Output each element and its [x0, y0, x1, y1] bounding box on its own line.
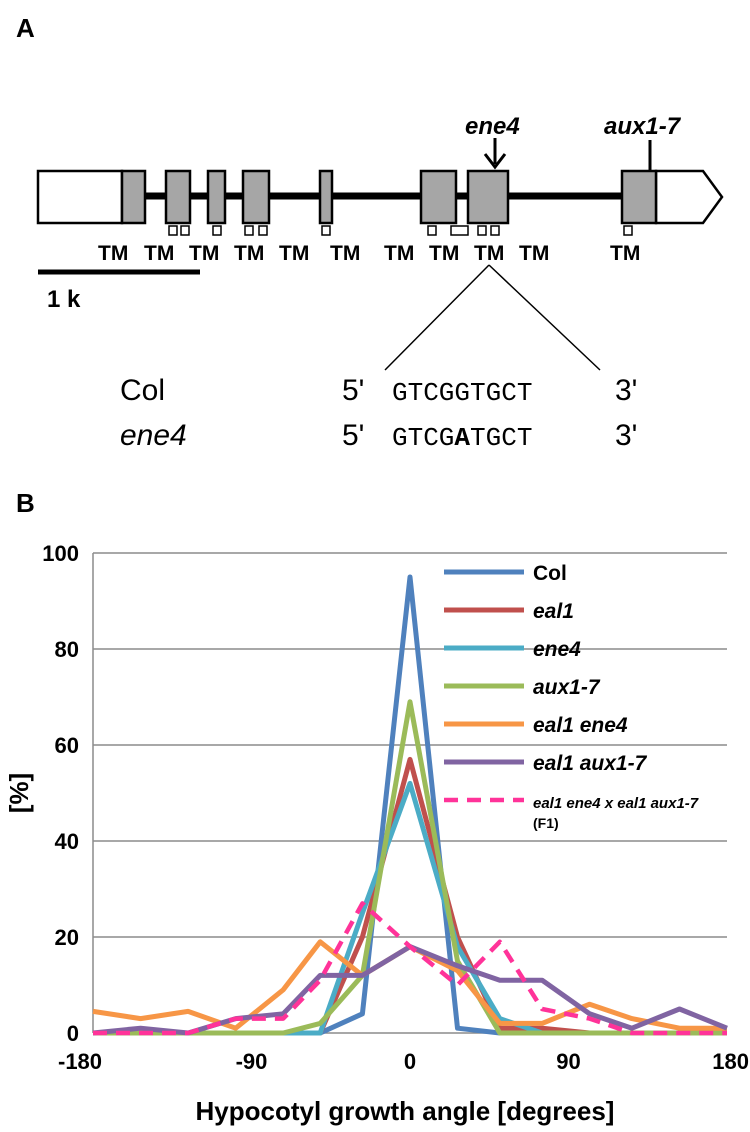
utr-5prime [36, 169, 124, 225]
exon-7 [466, 169, 510, 225]
panel-a-label: A [16, 13, 35, 43]
legend-label: eal1 [533, 600, 574, 623]
chart-grid [93, 552, 727, 938]
chart-series [92, 574, 728, 1036]
tm-label: TM [98, 242, 128, 265]
aux1-7-label: aux1-7 [604, 113, 682, 140]
mut-sequence: GTCGATGCT [392, 423, 532, 453]
y-tick-label: 0 [67, 1021, 79, 1046]
col-sequence: GTCGGTGCT [392, 378, 532, 408]
mut-five-prime: 5' [342, 419, 364, 452]
tm-label: TM [384, 242, 414, 265]
y-axis-label: [%] [4, 773, 34, 813]
exon-8 [620, 169, 658, 225]
panel-b-label: B [16, 488, 35, 518]
exon-6 [419, 169, 458, 225]
chart-ticks: 0 20 40 60 80 100 -180 -90 0 90 180 [42, 541, 749, 1074]
tm-labels: TM TM TM TM TM TM TM TM TM TM TM [98, 242, 640, 265]
exon-1 [120, 169, 147, 225]
tm-label: TM [144, 242, 174, 265]
x-tick-label: 180 [712, 1049, 749, 1074]
tm-label: TM [610, 242, 640, 265]
y-tick-label: 60 [55, 733, 79, 758]
tm-label: TM [234, 242, 264, 265]
tm-label: TM [429, 242, 459, 265]
tm-label: TM [330, 242, 360, 265]
exon-4 [241, 169, 271, 225]
zoom-line-left [384, 264, 490, 371]
mut-seq-pre: GTCG [392, 423, 454, 453]
angle-chart: 0 20 40 60 80 100 -180 -90 0 90 180 [%] Hypocotyl … [4, 541, 749, 1126]
legend-label: ene4 [533, 638, 581, 661]
legend-label: eal1 aux1-7 [533, 752, 648, 775]
col-three-prime: 3' [615, 374, 637, 407]
series-line-6 [93, 901, 727, 1036]
x-tick-label: 0 [404, 1049, 416, 1074]
ene4-label: ene4 [465, 113, 520, 140]
series-line-4 [92, 939, 727, 1031]
mut-seq-name: ene4 [120, 419, 187, 452]
y-tick-label: 100 [42, 541, 79, 566]
tm-boxes [168, 225, 633, 236]
mut-seq-post: TGCT [470, 423, 532, 453]
x-tick-label: -180 [58, 1049, 102, 1074]
mut-seq-snp: A [454, 423, 470, 453]
zoom-line-right [488, 264, 601, 371]
tm-label: TM [519, 242, 549, 265]
exon-3 [206, 169, 227, 225]
y-tick-label: 40 [55, 829, 79, 854]
scale-label: 1 k [47, 286, 81, 313]
mut-three-prime: 3' [615, 419, 637, 452]
col-five-prime: 5' [342, 374, 364, 407]
tm-label: TM [189, 242, 219, 265]
x-tick-label: 90 [556, 1049, 580, 1074]
y-tick-label: 20 [55, 925, 79, 950]
chart-legend: Col eal1 ene4 aux1-7 eal1 ene4 eal1 aux1-7 eal… [444, 562, 699, 831]
series-line-2 [93, 780, 727, 1036]
tm-label: TM [474, 242, 504, 265]
exon-5 [318, 169, 334, 225]
exon-2 [164, 169, 192, 225]
chart-axes [92, 553, 727, 1034]
ene4-arrow-head [483, 153, 507, 170]
y-tick-label: 80 [55, 637, 79, 662]
legend-label: Col [533, 562, 567, 585]
gene-model: TM TM TM TM TM TM TM TM TM TM TM ene4 au… [36, 113, 724, 265]
legend-label: eal1 ene4 [533, 714, 628, 737]
tm-label: TM [279, 242, 309, 265]
sequence-comparison: Col 5' GTCGGTGCT 3' ene4 5' GTCGATGCT 3' [120, 374, 637, 453]
legend-label: eal1 ene4 x eal1 aux1-7 [533, 795, 699, 812]
legend-sublabel: (F1) [533, 815, 559, 831]
legend-label: aux1-7 [533, 676, 601, 699]
series-line-3 [93, 699, 727, 1036]
col-seq-name: Col [120, 374, 165, 407]
utr-3prime-arrow [654, 169, 724, 225]
x-tick-label: -90 [236, 1049, 268, 1074]
x-axis-label: Hypocotyl growth angle [degrees] [196, 1096, 615, 1126]
